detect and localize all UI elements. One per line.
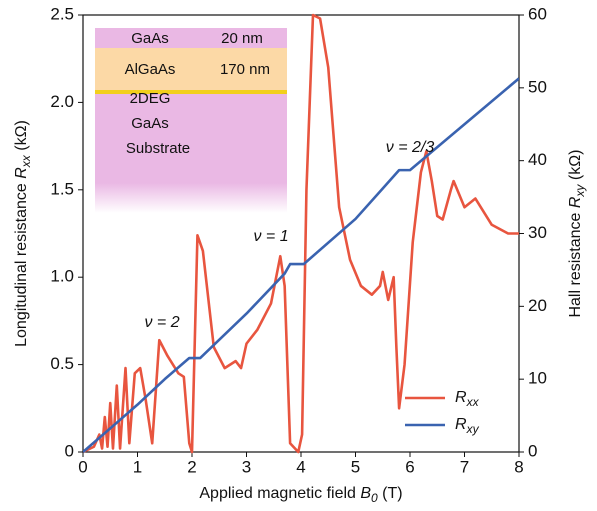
- layer-label: 170 nm: [220, 61, 270, 78]
- legend-subscript: xx: [466, 395, 480, 409]
- annotation: ν = 2/3: [386, 139, 435, 156]
- legend-symbol: R: [455, 416, 467, 433]
- y2-axis-label: Hall resistance Rxy (kΩ): [567, 149, 587, 317]
- substrate-layer: [95, 93, 287, 213]
- y-axis-label-subscript: xx: [19, 154, 33, 168]
- layer-label: AlGaAs: [125, 61, 176, 78]
- cap-layer: [95, 28, 287, 48]
- y-tick-label: 0: [65, 441, 74, 460]
- y2-axis-label-unit: (kΩ): [567, 149, 584, 184]
- barrier-layer: [95, 48, 287, 90]
- layer-label: Substrate: [126, 140, 190, 157]
- x-tick-label: 6: [405, 457, 414, 476]
- inset: GaAs 20 nm AlGaAs 170 nm 2DEG GaAs Subst…: [95, 28, 287, 213]
- y-tick-label: 1.5: [50, 179, 74, 198]
- y2-tick-label: 50: [528, 77, 547, 96]
- legend-subscript: xy: [466, 422, 480, 436]
- layer-label: 20 nm: [221, 30, 263, 47]
- layer-label: 2DEG: [130, 90, 171, 107]
- layer-label: GaAs: [131, 30, 169, 47]
- 2deg-layer: [95, 90, 287, 94]
- x-tick-label: 4: [296, 457, 305, 476]
- x-tick-label: 2: [187, 457, 196, 476]
- y2-axis-label-symbol: R: [567, 196, 584, 208]
- legend-symbol: R: [455, 389, 467, 406]
- legend-label: Rxx: [455, 389, 480, 409]
- y2-tick-label: 40: [528, 150, 547, 169]
- y-axis-label-text: Longitudinal resistance: [13, 183, 30, 347]
- series-line: [83, 77, 519, 453]
- y-tick-label: 1.0: [50, 267, 74, 286]
- y2-tick-label: 0: [528, 441, 537, 460]
- y-axis-label-symbol: R: [13, 167, 30, 179]
- y-tick-label: 0.5: [50, 354, 74, 373]
- x-axis-label-symbol: B: [360, 485, 371, 502]
- annotation: ν = 1: [253, 228, 288, 245]
- y2-tick-label: 10: [528, 369, 547, 388]
- series-line: [83, 13, 519, 454]
- y-axis-label: Longitudinal resistance Rxx (kΩ): [13, 120, 33, 347]
- x-tick-label: 8: [514, 457, 523, 476]
- y2-tick-label: 30: [528, 223, 547, 242]
- y2-axis-label-subscript: xy: [573, 184, 587, 198]
- annotation: ν = 2: [144, 314, 179, 331]
- y-tick-label: 2.0: [50, 92, 74, 111]
- y2-tick-label: 60: [528, 4, 547, 23]
- x-axis-label-unit: (T): [378, 485, 403, 502]
- layer-label: GaAs: [131, 115, 169, 132]
- y-axis-label-unit: (kΩ): [13, 120, 30, 155]
- x-axis-label-subscript: 0: [371, 491, 378, 505]
- x-tick-label: 0: [78, 457, 87, 476]
- legend-label: Rxy: [455, 416, 480, 436]
- x-tick-label: 1: [133, 457, 142, 476]
- x-tick-label: 5: [351, 457, 360, 476]
- y-tick-label: 2.5: [50, 4, 74, 23]
- x-axis-label-text: Applied magnetic field: [199, 485, 356, 502]
- y2-tick-label: 20: [528, 296, 547, 315]
- y2-axis-label-text: Hall resistance: [567, 212, 584, 317]
- x-axis-label: Applied magnetic field B0 (T): [199, 485, 402, 505]
- x-tick-label: 7: [460, 457, 469, 476]
- x-tick-label: 3: [242, 457, 251, 476]
